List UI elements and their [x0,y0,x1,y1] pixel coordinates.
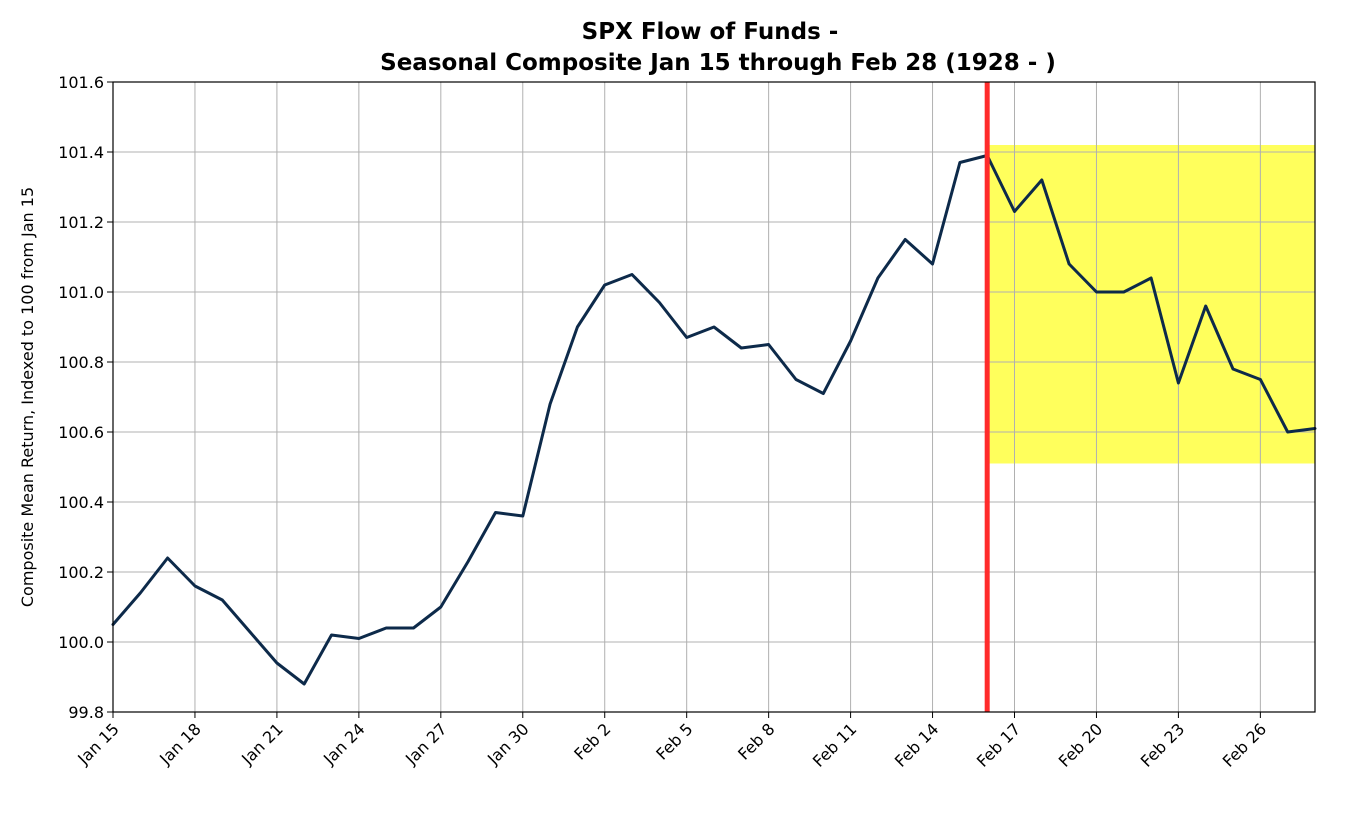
plot-area: Jan 15 Jan 18 Jan 21 Jan 24 Jan 27 Jan 30 Feb … [58,73,1317,771]
x-tick-label: Feb 11 [809,719,860,770]
highlight-region [987,145,1315,464]
x-tick-label: Feb 23 [1137,719,1188,770]
x-tick-label: Jan 30 [483,719,533,769]
data-point [959,161,961,163]
x-tick-label: Feb 8 [734,719,778,763]
data-point [713,326,715,328]
y-tick-label: 101.0 [58,283,104,302]
data-point [849,340,851,342]
data-point [576,326,578,328]
data-point [1123,291,1125,293]
y-tick-label: 101.6 [58,73,104,92]
series-line [111,154,1317,686]
data-point [1095,291,1097,293]
x-tick-label: Feb 14 [891,719,942,770]
data-point [740,347,742,349]
x-tick-label: Jan 21 [237,719,287,769]
axes-frame [112,81,1316,713]
data-point [1232,368,1234,370]
data-point [166,557,168,559]
data-point [822,392,824,394]
data-point [303,683,305,685]
data-point [522,515,524,517]
data-point [1013,210,1015,212]
data-point [549,403,551,405]
x-tick-label: Jan 18 [155,719,205,769]
data-point [467,560,469,562]
data-point [385,627,387,629]
x-tick-label: Jan 27 [401,719,451,769]
y-tick-label: 100.2 [58,563,104,582]
data-point [221,599,223,601]
data-point [139,592,141,594]
chart-title-line1: SPX Flow of Funds - [582,19,839,45]
data-point [904,238,906,240]
x-tick-label: Jan 24 [319,719,369,769]
y-tick-label: 100.8 [58,353,104,372]
data-point [1259,378,1261,380]
x-tick-label: Jan 15 [73,719,123,769]
y-axis-label: Composite Mean Return, Indexed to 100 fr… [18,187,37,607]
x-tick-label: Feb 26 [1219,719,1270,770]
data-point [248,630,250,632]
data-point [604,284,606,286]
data-point [1177,382,1179,384]
data-point [358,637,360,639]
y-tick-label: 100.4 [58,493,104,512]
data-point [1150,277,1152,279]
x-tick-label: Feb 2 [570,719,614,763]
data-point [440,606,442,608]
data-point [685,336,687,338]
data-point [1068,263,1070,265]
data-point [795,378,797,380]
data-point [494,511,496,513]
y-tick-label: 101.4 [58,143,104,162]
y-tick-label: 101.2 [58,213,104,232]
data-point [1205,305,1207,307]
data-point [931,263,933,265]
data-point [631,273,633,275]
data-point [194,585,196,587]
x-tick-label: Feb 20 [1055,719,1106,770]
data-point [1041,179,1043,181]
data-point [276,662,278,664]
data-point [767,343,769,345]
y-tick-label: 99.8 [68,703,104,722]
data-point [412,627,414,629]
data-point [877,277,879,279]
chart-title-line2: Seasonal Composite Jan 15 through Feb 28… [380,50,1056,76]
y-tick-label: 100.0 [58,633,104,652]
x-tick-label: Feb 17 [973,719,1024,770]
data-point [1286,431,1288,433]
y-tick-label: 100.6 [58,423,104,442]
data-point [658,301,660,303]
data-point [330,634,332,636]
x-tick-label: Feb 5 [652,719,696,763]
